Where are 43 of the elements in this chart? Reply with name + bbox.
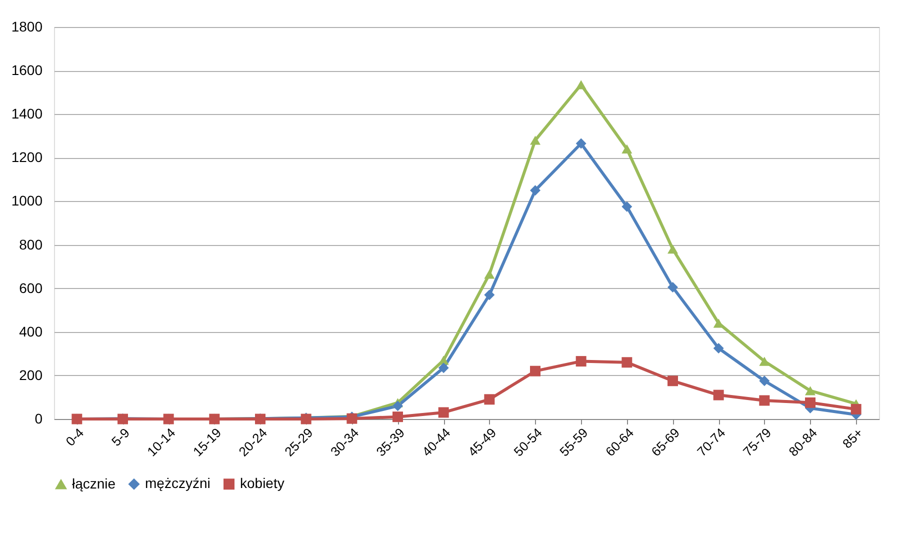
point: [713, 342, 724, 354]
point: [713, 390, 724, 400]
y-tick-label: 1600: [11, 62, 43, 78]
y-tick-label: 400: [19, 323, 43, 340]
x-tick-label: 5-9: [108, 425, 132, 449]
point: [576, 356, 586, 367]
point: [759, 395, 770, 406]
legend-label: mężczyźni: [145, 475, 210, 492]
point: [484, 290, 495, 300]
point: [805, 397, 816, 408]
point: [438, 362, 449, 374]
point: [668, 244, 678, 254]
y-tick-label: 600: [19, 280, 43, 296]
point: [530, 366, 540, 376]
point: [668, 376, 678, 386]
legend-label: kobiety: [240, 475, 284, 492]
point: [759, 376, 770, 386]
y-tick-label: 1000: [11, 192, 43, 209]
point: [530, 136, 540, 145]
point: [805, 386, 816, 396]
y-tick-label: 800: [19, 236, 43, 252]
point: [622, 357, 632, 368]
legend-label: łącznie: [72, 475, 116, 492]
point: [484, 270, 495, 279]
point: [392, 412, 403, 422]
point: [759, 356, 770, 366]
point: [622, 144, 632, 154]
y-tick-label: 0: [34, 410, 43, 426]
point: [576, 138, 586, 149]
point: [530, 185, 540, 196]
point: [576, 80, 586, 90]
point: [438, 407, 449, 418]
point: [850, 404, 862, 414]
point: [484, 394, 495, 405]
point: [622, 201, 632, 212]
x-tick-label: 85+: [840, 425, 866, 452]
point: [392, 400, 403, 412]
point: [668, 282, 678, 292]
y-tick-label: 1200: [11, 149, 43, 166]
y-tick-label: 200: [19, 366, 43, 383]
x-tick-label: 0-4: [62, 425, 87, 449]
y-tick-label: 1800: [11, 18, 43, 34]
y-tick-label: 1400: [11, 106, 43, 122]
